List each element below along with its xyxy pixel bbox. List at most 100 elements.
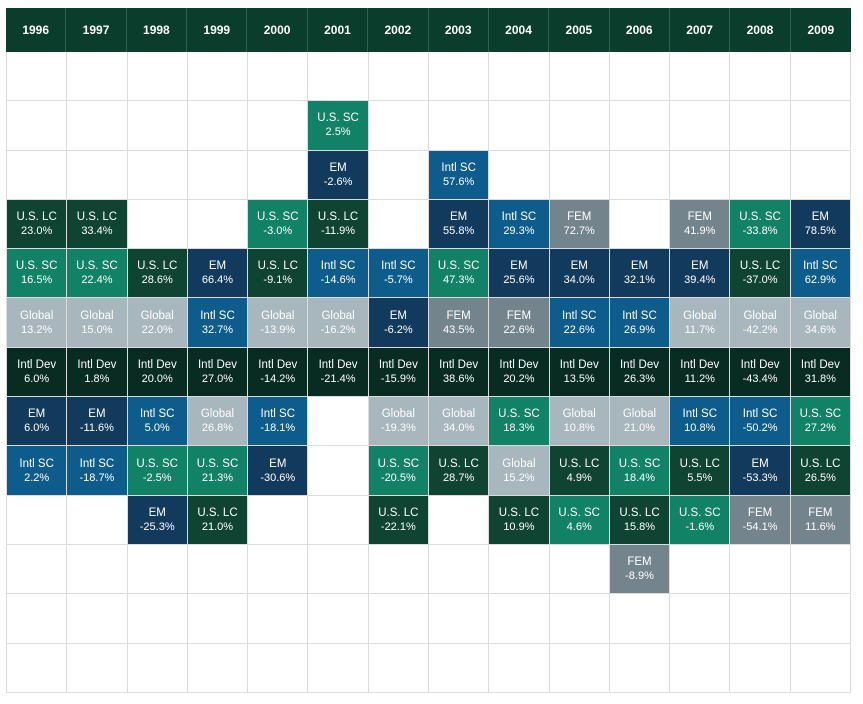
return-cell: U.S. LC -37.0% xyxy=(730,249,791,299)
return-cell: U.S. SC -20.5% xyxy=(368,446,429,496)
empty-cell xyxy=(368,52,429,102)
empty-cell xyxy=(549,101,610,151)
return-value: 22.6% xyxy=(563,323,595,336)
return-value: -33.8% xyxy=(742,225,778,238)
year-header-2007: 2007 xyxy=(670,8,731,52)
empty-cell xyxy=(428,544,490,595)
return-cell: Intl Dev 11.2% xyxy=(670,347,731,398)
asset-class-label: Intl Dev xyxy=(378,358,418,371)
return-cell: Intl SC 32.7% xyxy=(187,298,249,348)
return-value: -18.7% xyxy=(79,471,115,484)
asset-class-label: U.S. SC xyxy=(196,457,239,470)
year-header-2000: 2000 xyxy=(247,8,308,52)
asset-class-label: EM xyxy=(329,161,347,174)
return-cell: Global 10.8% xyxy=(549,397,610,447)
empty-cell xyxy=(7,544,68,595)
empty-cell xyxy=(248,101,309,151)
empty-cell xyxy=(67,101,128,151)
asset-class-label: U.S. LC xyxy=(16,211,57,224)
empty-cell xyxy=(248,544,309,595)
empty-cell xyxy=(609,150,671,200)
asset-class-label: U.S. LC xyxy=(76,211,118,224)
empty-cell xyxy=(7,495,68,545)
return-cell: Intl Dev -15.9% xyxy=(368,347,429,398)
empty-cell xyxy=(609,643,671,693)
return-cell: U.S. SC 47.3% xyxy=(428,249,490,299)
return-cell: U.S. LC 10.9% xyxy=(489,495,550,545)
return-value: -20.5% xyxy=(380,471,416,484)
empty-cell xyxy=(489,52,550,102)
asset-class-label: Intl SC xyxy=(320,260,356,273)
return-value: 27.2% xyxy=(804,422,836,435)
return-value: -16.2% xyxy=(320,323,356,336)
empty-cell xyxy=(127,594,188,644)
return-value: 33.4% xyxy=(81,225,113,238)
empty-cell xyxy=(549,52,610,102)
return-cell: EM 78.5% xyxy=(790,199,851,250)
return-value: -13.9% xyxy=(260,323,296,336)
return-cell: FEM 72.7% xyxy=(549,199,610,250)
asset-class-label: FEM xyxy=(446,309,471,322)
return-cell: FEM 11.6% xyxy=(790,495,851,545)
return-cell: U.S. LC 21.0% xyxy=(187,495,249,545)
asset-class-label: EM xyxy=(208,260,227,273)
asset-class-label: Global xyxy=(140,309,174,322)
asset-class-label: U.S. SC xyxy=(739,211,781,224)
empty-cell xyxy=(428,52,490,102)
return-cell: U.S. LC -9.1% xyxy=(248,249,309,299)
empty-cell xyxy=(489,594,550,644)
empty-cell xyxy=(730,52,791,102)
asset-class-label: EM xyxy=(269,457,287,470)
return-cell: U.S. SC 4.6% xyxy=(549,495,610,545)
asset-class-label: EM xyxy=(570,260,588,273)
empty-cell xyxy=(549,150,610,200)
return-value: -42.2% xyxy=(742,323,778,336)
year-header-2008: 2008 xyxy=(730,8,791,52)
return-value: 34.0% xyxy=(563,274,595,287)
empty-cell xyxy=(248,495,309,545)
return-cell: Intl SC -18.1% xyxy=(248,397,309,447)
return-cell: U.S. LC 15.8% xyxy=(609,495,671,545)
return-cell: U.S. SC 16.5% xyxy=(7,249,68,299)
return-value: -3.0% xyxy=(263,225,293,238)
return-cell: EM 34.0% xyxy=(549,249,610,299)
asset-class-label: U.S. LC xyxy=(197,506,238,519)
asset-class-label: EM xyxy=(811,211,829,224)
return-cell: Intl Dev 6.0% xyxy=(7,347,68,398)
return-value: 21.0% xyxy=(201,520,234,533)
empty-cell xyxy=(308,544,369,595)
return-value: 29.3% xyxy=(503,225,535,238)
return-cell: Intl Dev 1.8% xyxy=(67,347,128,398)
return-cell: U.S. LC 28.6% xyxy=(127,249,188,299)
return-value: 32.1% xyxy=(623,274,656,287)
return-value: 38.6% xyxy=(443,372,475,385)
empty-cell xyxy=(428,594,490,644)
return-cell: U.S. SC 18.3% xyxy=(489,397,550,447)
asset-class-label: U.S. LC xyxy=(378,506,419,519)
return-value: -14.6% xyxy=(320,274,356,287)
return-cell: Intl SC 10.8% xyxy=(670,397,731,447)
return-value: -19.3% xyxy=(380,422,416,435)
return-cell: U.S. LC 26.5% xyxy=(790,446,851,496)
return-value: 13.5% xyxy=(563,372,595,385)
return-value: 22.4% xyxy=(81,274,113,287)
return-value: 26.5% xyxy=(804,471,836,484)
return-cell: Intl SC 5.0% xyxy=(127,397,188,447)
empty-cell xyxy=(187,150,249,200)
return-cell: EM -6.2% xyxy=(368,298,429,348)
return-value: 34.0% xyxy=(443,422,475,435)
return-value: -18.1% xyxy=(260,422,296,435)
empty-cell xyxy=(549,544,610,595)
empty-cell xyxy=(7,52,68,102)
asset-class-label: U.S. SC xyxy=(76,260,118,273)
return-value: 22.6% xyxy=(503,323,535,336)
return-cell: EM -25.3% xyxy=(127,495,188,545)
return-value: 23.0% xyxy=(21,225,53,238)
asset-class-label: Intl SC xyxy=(381,260,416,273)
return-value: 39.4% xyxy=(684,274,716,287)
return-cell: U.S. LC 5.5% xyxy=(670,446,731,496)
asset-class-label: Intl Dev xyxy=(318,358,358,371)
return-cell: Intl SC 2.2% xyxy=(7,446,68,496)
empty-cell xyxy=(127,643,188,693)
asset-class-label: U.S. LC xyxy=(679,457,720,470)
